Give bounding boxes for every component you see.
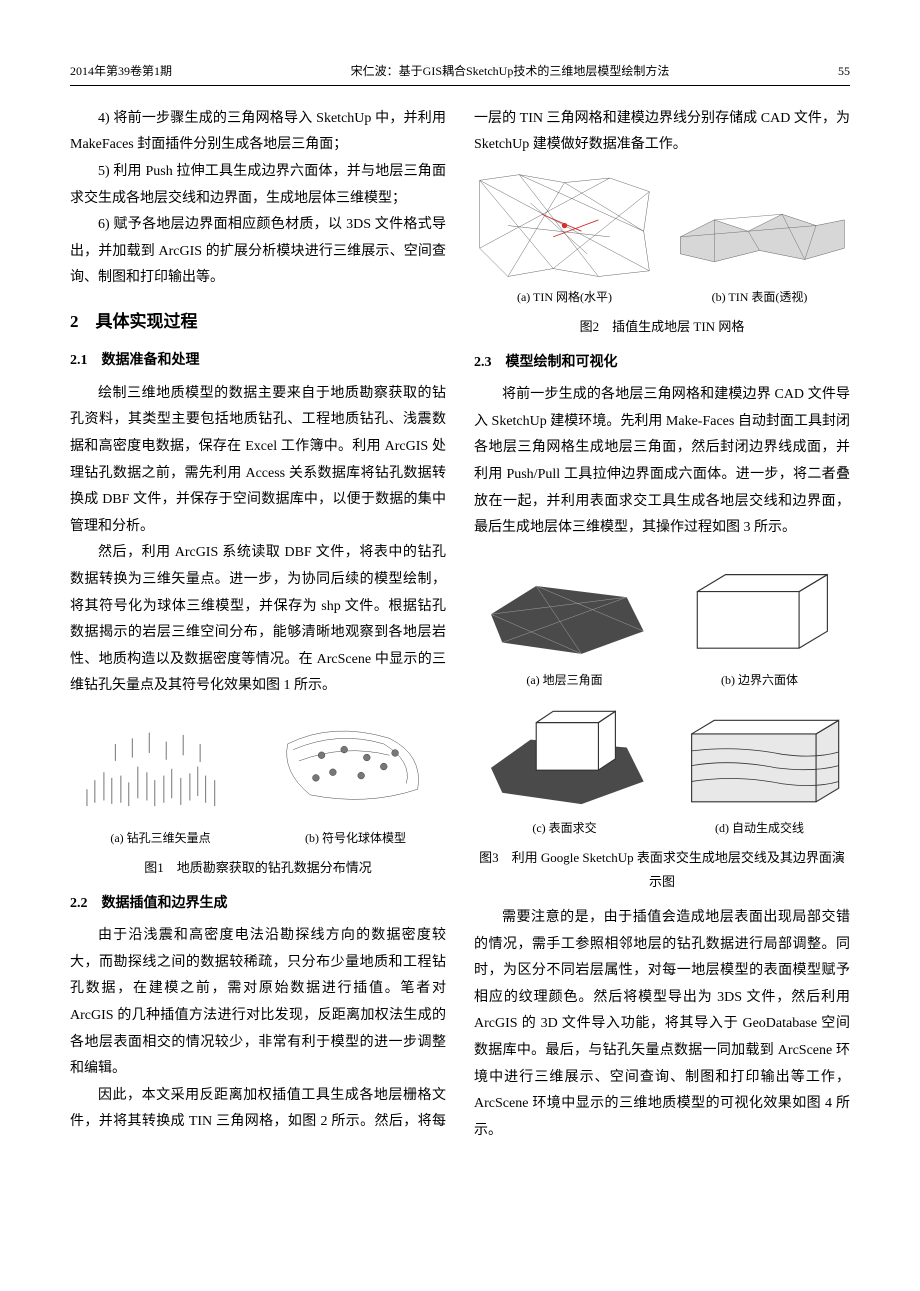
figure-3d: (d) 自动生成交线 [669, 700, 850, 840]
header-issue: 2014年第39卷第1期 [70, 60, 210, 83]
para-2-3-b: 需要注意的是，由于插值会造成地层表面出现局部交错的情况，需手工参照相邻地层的钻孔… [474, 905, 850, 1144]
sphere-symbol-icon [265, 710, 446, 823]
section-2-1-heading: 2.1 数据准备和处理 [70, 348, 446, 375]
figure-3b: (b) 边界六面体 [669, 552, 850, 692]
figure-3d-caption: (d) 自动生成交线 [669, 817, 850, 840]
step-5: 5) 利用 Push 拉伸工具生成边界六面体，并与地层三角面求交生成各地层交线和… [70, 159, 446, 212]
surface-intersect-icon [474, 700, 655, 813]
step-6: 6) 赋予各地层边界面相应颜色材质，以 3DS 文件格式导出，并加载到 ArcG… [70, 212, 446, 292]
page-header: 2014年第39卷第1期 宋仁波：基于GIS耦合SketchUp技术的三维地层模… [70, 60, 850, 86]
figure-3c-caption: (c) 表面求交 [474, 817, 655, 840]
figure-3-caption: 图3 利用 Google SketchUp 表面求交生成地层交线及其边界面演示图 [474, 846, 850, 895]
figure-2: (a) TIN 网格(水平) (b) TIN 表面(透视) [474, 169, 850, 340]
figure-2a-caption: (a) TIN 网格(水平) [474, 286, 655, 309]
figure-1a: (a) 钻孔三维矢量点 [70, 710, 251, 850]
figure-2b-caption: (b) TIN 表面(透视) [669, 286, 850, 309]
figure-2a: (a) TIN 网格(水平) [474, 169, 655, 309]
header-pagenum: 55 [810, 60, 850, 83]
figure-2-caption: 图2 插值生成地层 TIN 网格 [474, 315, 850, 340]
auto-intersection-lines-icon [669, 700, 850, 813]
figure-3a-caption: (a) 地层三角面 [474, 669, 655, 692]
para-2-3-a: 将前一步生成的各地层三角网格和建模边界 CAD 文件导入 SketchUp 建模… [474, 382, 850, 542]
figure-3: (a) 地层三角面 (b) 边界六面体 [474, 552, 850, 895]
figure-1b-caption: (b) 符号化球体模型 [265, 827, 446, 850]
step-4: 4) 将前一步骤生成的三角网格导入 SketchUp 中，并利用 MakeFac… [70, 106, 446, 159]
header-title: 宋仁波：基于GIS耦合SketchUp技术的三维地层模型绘制方法 [210, 60, 810, 83]
tin-surface-persp-icon [669, 169, 850, 282]
section-2-2-heading: 2.2 数据插值和边界生成 [70, 891, 446, 918]
para-2-1-a: 绘制三维地质模型的数据主要来自于地质勘察获取的钻孔资料，其类型主要包括地质钻孔、… [70, 381, 446, 541]
section-2-heading: 2 具体实现过程 [70, 306, 446, 338]
boundary-hexahedron-icon [669, 552, 850, 665]
figure-3a: (a) 地层三角面 [474, 552, 655, 692]
figure-1-caption: 图1 地质勘察获取的钻孔数据分布情况 [70, 856, 446, 881]
figure-1a-caption: (a) 钻孔三维矢量点 [70, 827, 251, 850]
para-2-1-b: 然后，利用 ArcGIS 系统读取 DBF 文件，将表中的钻孔数据转换为三维矢量… [70, 540, 446, 700]
drill-points-icon [70, 710, 251, 823]
figure-3c: (c) 表面求交 [474, 700, 655, 840]
figure-2b: (b) TIN 表面(透视) [669, 169, 850, 309]
figure-1b: (b) 符号化球体模型 [265, 710, 446, 850]
body-columns: 4) 将前一步骤生成的三角网格导入 SketchUp 中，并利用 MakeFac… [70, 106, 850, 1145]
layer-triangle-face-icon [474, 552, 655, 665]
section-2-3-heading: 2.3 模型绘制和可视化 [474, 350, 850, 377]
tin-mesh-plan-icon [474, 169, 655, 282]
para-2-2-a: 由于沿浅震和高密度电法沿勘探线方向的数据密度较大，而勘探线之间的数据较稀疏，只分… [70, 923, 446, 1083]
figure-1: (a) 钻孔三维矢量点 (b) 符号化球体模型 [70, 710, 446, 881]
figure-3b-caption: (b) 边界六面体 [669, 669, 850, 692]
